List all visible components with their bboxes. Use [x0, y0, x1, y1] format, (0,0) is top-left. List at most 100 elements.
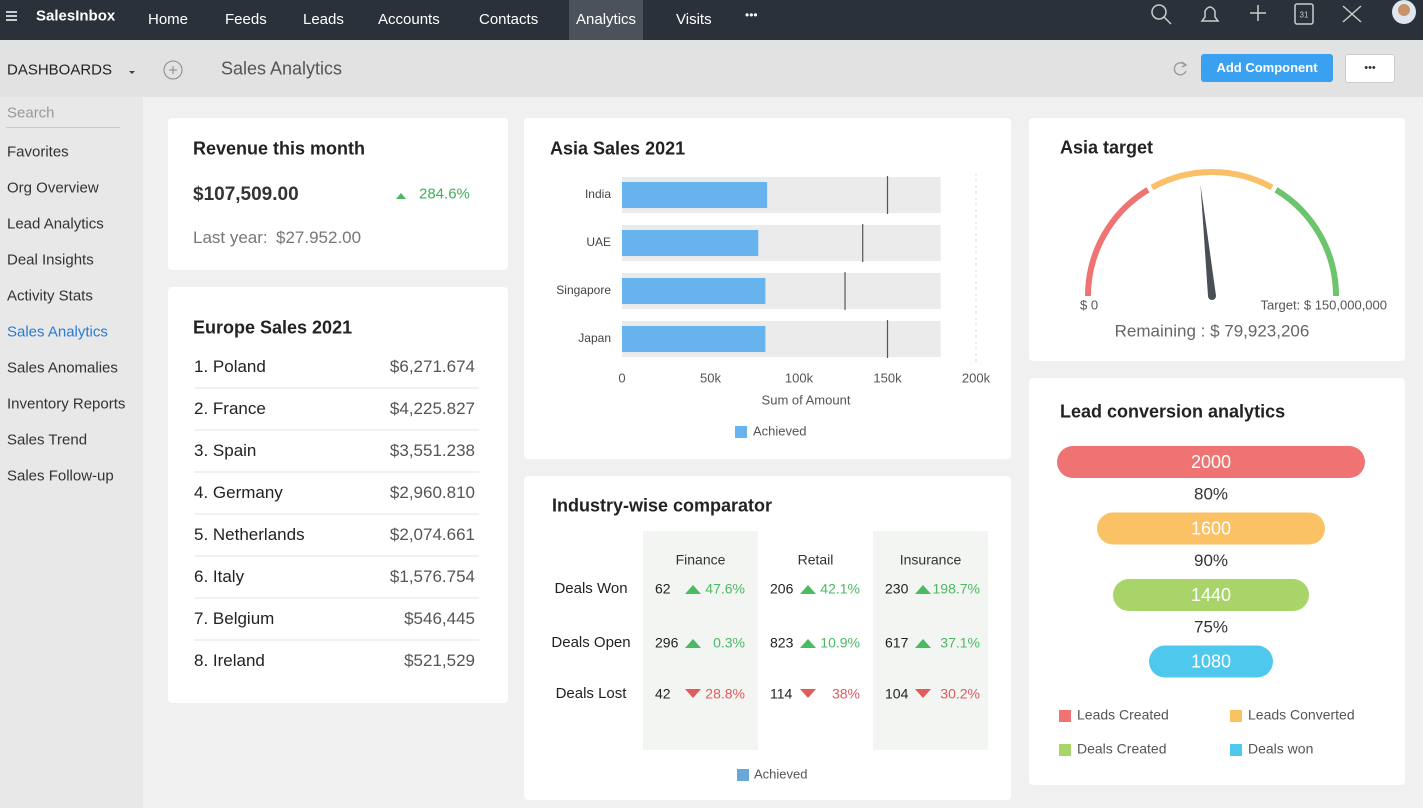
page-title: Sales Analytics — [221, 58, 343, 79]
country-name: 1. Poland — [194, 357, 266, 376]
x-tick-label: 150k — [873, 370, 902, 385]
nav-item[interactable]: Home — [148, 11, 189, 28]
sidebar-item[interactable]: Activity Stats — [7, 287, 93, 305]
gauge-chart: $ 0 Target: $ 150,000,000 Remaining : $ 79… — [1080, 169, 1387, 340]
nav-item[interactable]: Contacts — [479, 11, 539, 28]
sidebar-item[interactable]: Sales Trend — [7, 431, 88, 449]
sidebar-item[interactable]: Inventory Reports — [7, 395, 126, 413]
cell-change: 38% — [832, 686, 860, 702]
bar — [622, 278, 766, 304]
europe-card: Europe Sales 2021 1. Poland $6,271.674 2. … — [168, 287, 508, 703]
country-name: 7. Belgium — [194, 609, 275, 628]
gauge-band — [1085, 187, 1150, 297]
legend-swatch — [1230, 744, 1242, 756]
sidebar-item[interactable]: Favorites — [7, 143, 69, 161]
card-title: Industry-wise comparator — [552, 495, 773, 516]
nav-item[interactable]: Analytics — [569, 0, 644, 40]
more-button[interactable]: ••• — [1345, 54, 1395, 83]
country-name: 4. Germany — [194, 483, 283, 502]
legend-label: Leads Converted — [1248, 707, 1355, 723]
search-input[interactable]: Search — [7, 104, 55, 122]
needle-hub — [1208, 292, 1216, 300]
down-arrow — [915, 689, 931, 698]
gauge-band — [1150, 169, 1274, 191]
last-year-label: Last year: — [193, 228, 268, 247]
stage-value: 2000 — [1191, 452, 1231, 472]
x-tick-label: 50k — [700, 370, 721, 385]
bar — [622, 230, 759, 256]
nav-item[interactable]: Visits — [676, 11, 712, 28]
nav-more[interactable]: ••• — [745, 8, 758, 22]
country-name: 5. Netherlands — [194, 525, 305, 544]
up-arrow — [685, 585, 701, 594]
sidebar-item[interactable]: Sales Analytics — [7, 323, 108, 341]
cell-change: 28.8% — [705, 686, 745, 702]
up-arrow — [915, 585, 931, 594]
column-bg — [643, 531, 758, 750]
country-sales: $521,529 — [404, 651, 475, 670]
country-sales: $2,960.810 — [389, 483, 475, 502]
country-name: 2. France — [194, 399, 266, 418]
row-label: Deals Won — [554, 580, 627, 597]
refresh-icon[interactable] — [1171, 59, 1191, 79]
lead-conversion-card: 2000 1600 1440 1080 80% 90% 75% Leads Created Le… — [1029, 378, 1405, 785]
revenue-change: 284.6% — [419, 185, 470, 203]
industry-card: Finance Retail Insurance Deals Won 62 47.6% 20… — [524, 476, 1011, 800]
sidebar-item[interactable]: Sales Follow-up — [7, 467, 114, 485]
brand[interactable]: SalesInbox — [36, 7, 116, 25]
y-tick-label: UAE — [586, 235, 611, 249]
bar — [622, 182, 768, 208]
nav-item[interactable]: Feeds — [225, 11, 267, 28]
cell-change: 42.1% — [820, 581, 860, 597]
cell-change: 10.9% — [820, 635, 860, 651]
y-tick-label: India — [585, 187, 611, 201]
last-year-value: $27.952.00 — [276, 228, 362, 247]
x-axis-label: Sum of Amount — [762, 392, 851, 407]
asia-target-card: $ 0 Target: $ 150,000,000 Remaining : $ 79… — [1029, 118, 1405, 361]
cell-value: 114 — [770, 686, 793, 702]
down-arrow — [685, 689, 701, 698]
cell-change: 198.7% — [933, 581, 980, 597]
sidebar-item[interactable]: Sales Anomalies — [7, 359, 118, 377]
row-label: Deals Open — [551, 634, 630, 651]
country-sales: $1,576.754 — [389, 567, 475, 586]
bullet-chart: 0 50k 100k 150k 200k Sum of Amount India UAE Sin… — [556, 173, 991, 438]
gauge-remaining: Remaining : $ 79,923,206 — [1115, 321, 1310, 340]
cell-value: 230 — [885, 581, 909, 597]
revenue-card: Revenue this month $107,509.00 284.6% La… — [168, 118, 508, 270]
funnel-stage — [1057, 446, 1365, 478]
up-arrow — [800, 639, 816, 648]
country-sales: $3,551.238 — [389, 441, 475, 460]
sidebar-item[interactable]: Org Overview — [7, 179, 99, 197]
toolbar: DASHBOARDS Sales Analytics Add Component… — [0, 40, 1423, 97]
add-component-button[interactable]: Add Component — [1201, 54, 1333, 82]
sidebar-item[interactable]: Deal Insights — [7, 251, 94, 269]
legend-label: Deals Created — [1077, 741, 1167, 757]
nav-item[interactable]: Accounts — [378, 11, 440, 28]
asia-sales-card: 0 50k 100k 150k 200k Sum of Amount India UAE Sin… — [524, 118, 1011, 459]
cell-value: 617 — [885, 635, 909, 651]
cell-value: 42 — [655, 686, 671, 702]
card-title: Asia target — [1060, 137, 1154, 158]
stage-value: 1440 — [1191, 585, 1231, 605]
funnel-stage — [1097, 512, 1325, 545]
cell-change: 37.1% — [940, 635, 980, 651]
column-header: Retail — [798, 552, 834, 568]
x-tick-label: 0 — [618, 370, 625, 385]
cell-value: 206 — [770, 581, 794, 597]
conversion-rate: 75% — [1194, 617, 1228, 636]
legend-label: Leads Created — [1077, 707, 1169, 723]
nav-item[interactable]: Leads — [303, 11, 344, 28]
dashboards-menu[interactable]: DASHBOARDS — [7, 61, 113, 79]
cell-value: 296 — [655, 635, 679, 651]
up-arrow — [800, 585, 816, 594]
table-lines — [194, 387, 479, 641]
search-underline — [6, 127, 120, 128]
calendar-day: 31 — [1299, 10, 1309, 20]
legend-label: Achieved — [754, 766, 807, 781]
legend-swatch — [737, 769, 749, 781]
sidebar-item[interactable]: Lead Analytics — [7, 215, 104, 233]
card-title: Revenue this month — [193, 138, 366, 159]
up-arrow — [915, 639, 931, 648]
nav-icons — [6, 0, 1416, 25]
